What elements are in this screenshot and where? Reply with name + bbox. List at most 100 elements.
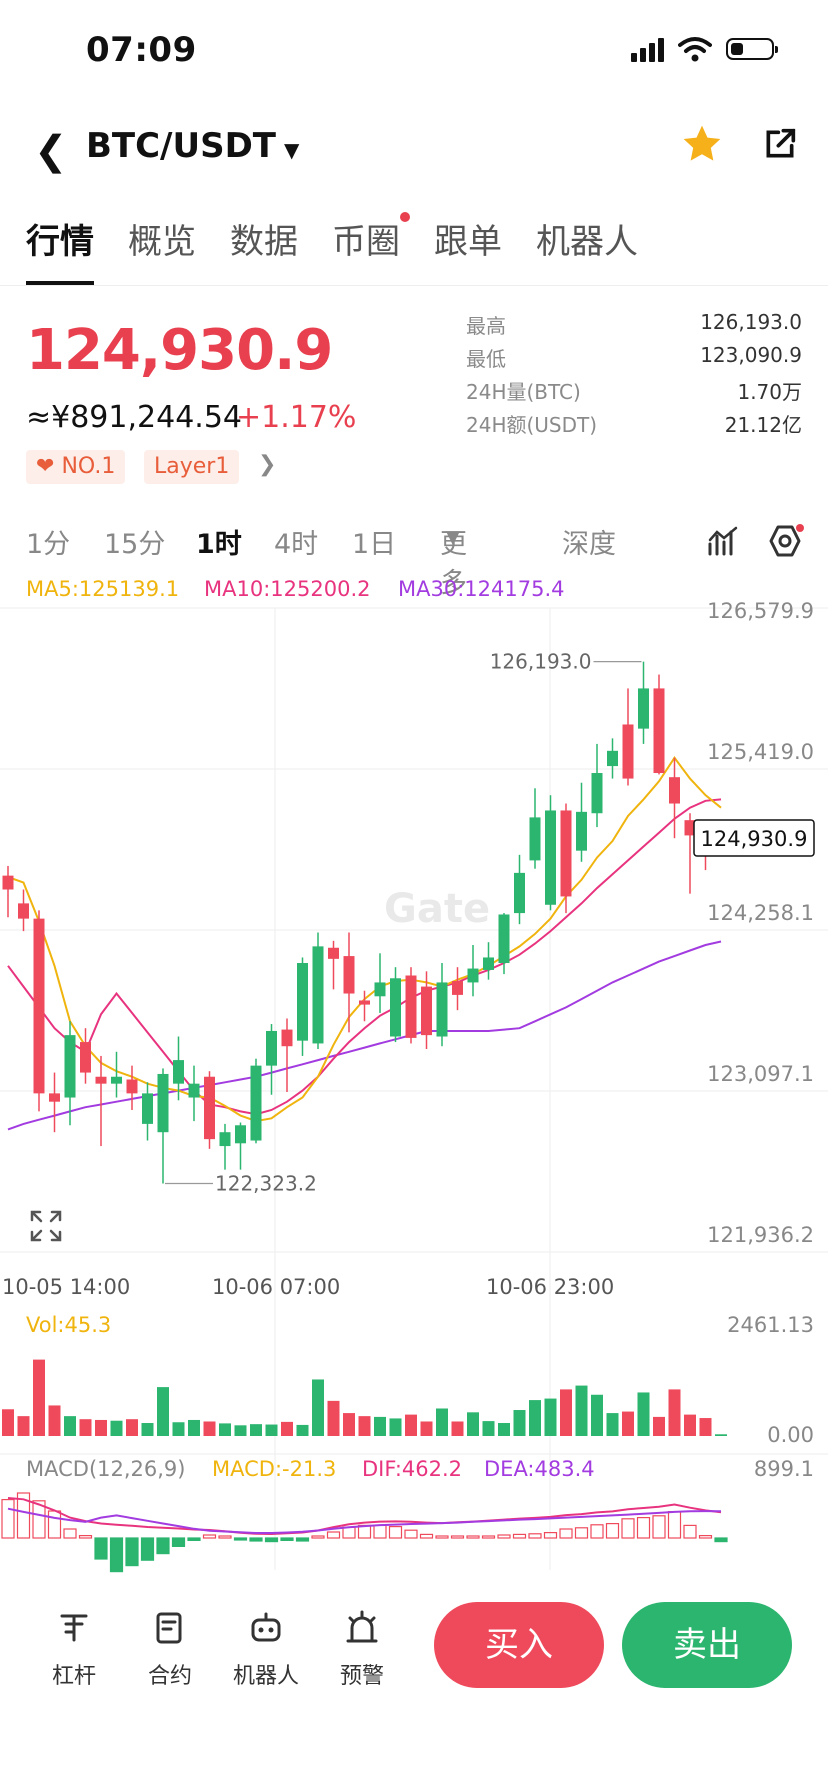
price-axis-label: 124,258.1 bbox=[707, 901, 814, 925]
macd-histogram-bar bbox=[249, 1537, 263, 1542]
nav-leverage-label: 杠杆 bbox=[51, 1664, 96, 1689]
stat-row: 最高 126,193.0 bbox=[466, 310, 802, 343]
last-price: 124,930.9 bbox=[26, 318, 333, 383]
volume-bar bbox=[420, 1421, 433, 1436]
pair-dropdown-icon[interactable]: ▼ bbox=[284, 138, 300, 162]
settings-icon[interactable] bbox=[768, 524, 804, 558]
candle-body bbox=[173, 1060, 184, 1084]
candle-body bbox=[653, 688, 665, 774]
volume-bar bbox=[327, 1400, 340, 1436]
indicator-icon[interactable] bbox=[708, 526, 742, 556]
volume-bar bbox=[451, 1421, 464, 1436]
volume-bar bbox=[637, 1392, 650, 1436]
nav-futures[interactable]: 合约 bbox=[130, 1610, 210, 1690]
volume-bar bbox=[219, 1423, 231, 1436]
dif-line bbox=[7, 1497, 722, 1536]
volume-bar bbox=[622, 1411, 634, 1436]
macd-histogram-bar bbox=[326, 1531, 341, 1539]
category-tag[interactable]: Layer1 bbox=[144, 450, 240, 484]
price-axis-label: 126,579.9 bbox=[707, 599, 814, 623]
macd-histogram-bar bbox=[125, 1537, 139, 1567]
volume-bar bbox=[141, 1423, 154, 1436]
volume-bar bbox=[653, 1416, 665, 1436]
interval-4h[interactable]: 4时 bbox=[274, 529, 319, 560]
candle-body bbox=[638, 688, 649, 729]
contract-icon bbox=[156, 1612, 182, 1644]
volume-bar bbox=[467, 1412, 479, 1436]
macd-histogram-bar bbox=[171, 1537, 186, 1547]
volume-bar bbox=[33, 1359, 45, 1436]
candle-body bbox=[111, 1076, 122, 1084]
ma30-line bbox=[7, 940, 722, 1131]
tab-market[interactable]: 行情 bbox=[26, 214, 94, 285]
volume-bar bbox=[157, 1387, 169, 1436]
macd-histogram-bar bbox=[342, 1526, 356, 1539]
top-bar: ❮ BTC/USDT ▼ bbox=[0, 118, 828, 178]
macd-histogram-bar bbox=[94, 1537, 108, 1560]
sell-button[interactable]: 卖出 bbox=[622, 1602, 792, 1688]
bottom-bar: 杠杆 合约 机器人 预警 买入 卖出 bbox=[0, 1590, 828, 1790]
nav-leverage[interactable]: 杠杆 bbox=[34, 1610, 114, 1690]
tab-data[interactable]: 数据 bbox=[230, 222, 298, 262]
volume-axis-min: 0.00 bbox=[767, 1423, 814, 1447]
interval-1m[interactable]: 1分 bbox=[26, 529, 71, 560]
tab-overview[interactable]: 概览 bbox=[128, 222, 196, 262]
robot-icon bbox=[251, 1612, 281, 1642]
candle-body bbox=[80, 1042, 91, 1073]
depth-tab[interactable]: 深度 bbox=[562, 529, 616, 560]
interval-1h[interactable]: 1时 bbox=[196, 529, 242, 560]
macd-histogram-bar bbox=[109, 1537, 124, 1573]
macd-histogram-bar bbox=[47, 1510, 62, 1539]
ma5-line bbox=[7, 756, 722, 1123]
chevron-right-icon[interactable]: ❯ bbox=[258, 452, 277, 477]
tab-copy-trading[interactable]: 跟单 bbox=[434, 222, 502, 262]
high-label: 126,193.0 bbox=[490, 650, 592, 674]
volume-bar bbox=[436, 1408, 448, 1436]
volume-bar bbox=[513, 1410, 526, 1436]
share-icon[interactable] bbox=[760, 124, 800, 164]
volume-bar bbox=[699, 1418, 712, 1436]
favorite-star-icon[interactable] bbox=[680, 122, 724, 166]
interval-15m[interactable]: 15分 bbox=[104, 529, 166, 560]
candle-body bbox=[498, 914, 510, 964]
macd-histogram-bar bbox=[63, 1528, 77, 1539]
moving-average-lines bbox=[7, 756, 722, 1131]
volume-bar bbox=[591, 1394, 603, 1436]
macd-histogram-bar bbox=[543, 1531, 558, 1539]
caret-down-icon: ▼ bbox=[446, 527, 460, 548]
candle-body bbox=[126, 1079, 138, 1094]
wifi-icon bbox=[678, 37, 712, 62]
candle-body bbox=[18, 903, 29, 919]
tab-community[interactable]: 币圈 bbox=[332, 212, 410, 263]
rank-tag[interactable]: ❤ NO.1 bbox=[26, 450, 126, 484]
time-label: 10-06 07:00 bbox=[212, 1275, 340, 1299]
back-icon[interactable]: ❮ bbox=[34, 128, 68, 174]
interval-1d[interactable]: 1日 bbox=[352, 529, 397, 560]
macd-histogram-bar bbox=[435, 1535, 449, 1539]
interval-more[interactable]: 更多 ▼ bbox=[440, 522, 467, 599]
nav-bots[interactable]: 机器人 bbox=[226, 1610, 306, 1690]
candle-body bbox=[297, 963, 308, 1041]
watermark: Gate bbox=[384, 886, 490, 932]
price-chart[interactable]: MA5:125139.1 MA10:125200.2 MA30:124175.4… bbox=[0, 570, 828, 1580]
candle-body bbox=[312, 946, 324, 1044]
stats-panel: 最高 126,193.0 最低 123,090.9 24H量(BTC) 1.70万 2… bbox=[466, 310, 802, 442]
candle-body bbox=[343, 956, 355, 994]
macd-histogram-bar bbox=[512, 1533, 527, 1539]
high-marker: 126,193.0 bbox=[490, 650, 642, 674]
candle-body bbox=[64, 1035, 76, 1098]
macd-legend-dif: DIF:462.2 bbox=[362, 1457, 462, 1481]
candle-body bbox=[591, 773, 603, 814]
nav-alerts[interactable]: 预警 bbox=[322, 1610, 402, 1690]
macd-histogram-bar bbox=[450, 1535, 465, 1539]
buy-button[interactable]: 买入 bbox=[434, 1602, 604, 1688]
expand-icon[interactable] bbox=[30, 1210, 62, 1242]
candle-body bbox=[514, 872, 525, 914]
macd-histogram-bar bbox=[295, 1537, 310, 1542]
tab-bots[interactable]: 机器人 bbox=[536, 222, 638, 262]
volume-bar bbox=[405, 1414, 417, 1436]
macd-histogram-bar bbox=[233, 1537, 248, 1541]
candle-body bbox=[95, 1076, 107, 1084]
pair-title[interactable]: BTC/USDT bbox=[86, 126, 276, 166]
macd-histogram-bar bbox=[497, 1534, 511, 1539]
